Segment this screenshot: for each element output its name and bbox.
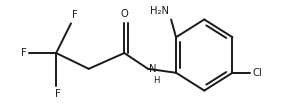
Text: N: N: [149, 64, 156, 74]
Text: Cl: Cl: [252, 68, 262, 78]
Text: F: F: [55, 89, 61, 99]
Text: F: F: [21, 48, 26, 58]
Text: H: H: [153, 76, 159, 85]
Text: H₂N: H₂N: [150, 7, 169, 17]
Text: F: F: [72, 10, 78, 20]
Text: O: O: [121, 9, 128, 19]
